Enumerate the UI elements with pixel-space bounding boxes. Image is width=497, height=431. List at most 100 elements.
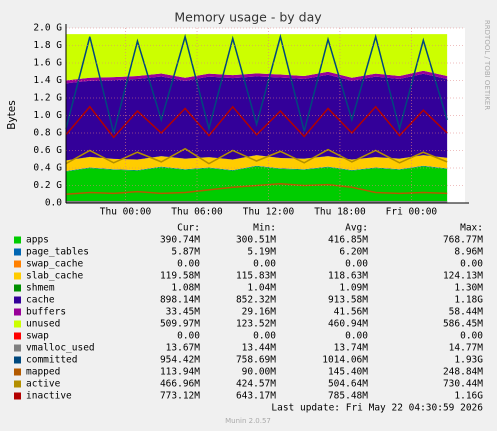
legend-label: page_tables [26,247,89,258]
legend-stat: 730.44M [443,379,483,390]
legend-stat: 509.97M [160,319,200,330]
legend-stat: 1.08M [171,283,200,294]
legend-stat: 13.74M [334,343,369,354]
legend-swatch [14,284,21,292]
legend-stat: 773.12M [160,391,200,402]
legend-stat: 13.44M [242,343,277,354]
last-update: Last update: Fri May 22 04:30:59 2026 [271,403,483,414]
legend-swatch [14,392,21,400]
legend-swatch [14,236,21,244]
legend-stat: 460.94M [328,319,368,330]
legend-stat: 13.67M [166,343,201,354]
legend-stat: 14.77M [449,343,484,354]
area [66,166,448,203]
legend-stat: 123.52M [236,319,276,330]
legend-stat: 0.00 [460,259,483,270]
legend-stat: 852.32M [236,295,276,306]
legend-stat: 913.58M [328,295,368,306]
legend-stat: 954.42M [160,355,200,366]
legend-stat: 90.00M [242,367,277,378]
legend-stat: 416.85M [328,235,368,246]
legend-label: cache [26,295,55,306]
legend-stat: 145.40M [328,367,368,378]
legend-swatch [14,356,21,364]
legend-label: slab_cache [26,271,83,282]
legend-swatch [14,332,21,340]
legend-stat: 124.13M [443,271,483,282]
x-tick-label: Thu 18:00 [314,207,366,218]
y-tick-label: 1.2 G [33,93,62,104]
line [65,147,448,165]
line [65,105,448,139]
legend-stat: 115.83M [236,271,276,282]
area [66,73,448,161]
y-tick-label: 1.4 G [33,75,62,86]
legend-label: mapped [26,367,60,378]
column-header: Min: [253,223,276,234]
legend-label: shmem [26,283,55,294]
legend-stat: 586.45M [443,319,483,330]
legend-label: apps [26,235,49,246]
legend-stat: 0.00 [177,259,200,270]
chart-title: Memory usage - by day [174,10,322,25]
legend-stat: 8.96M [454,247,483,258]
legend-label: committed [26,355,77,366]
legend-swatch [14,344,21,352]
legend-swatch [14,260,21,268]
legend-stat: 768.77M [443,235,483,246]
legend-stat: 6.20M [339,247,368,258]
legend-label: inactive [26,391,72,402]
x-tick-label: Thu 12:00 [243,207,295,218]
y-tick-label: 0.6 G [33,145,62,156]
legend-stat: 0.00 [345,259,368,270]
legend-stat: 119.58M [160,271,200,282]
y-tick-label: 0.8 G [33,128,62,139]
footer: Munin 2.0.57 [225,417,271,425]
legend-swatch [14,320,21,328]
legend-stat: 0.00 [177,331,200,342]
legend-stat: 118.63M [328,271,368,282]
legend-stat: 248.84M [443,367,483,378]
legend-stat: 785.48M [328,391,368,402]
line [65,33,448,134]
legend-stat: 466.96M [160,379,200,390]
side-label: RRDTOOL / TOBI OETIKER [483,20,491,110]
y-tick-label: 0.0 [45,198,62,209]
legend-stat: 898.14M [160,295,200,306]
legend-swatch [14,248,21,256]
legend-stat: 504.64M [328,379,368,390]
legend-swatch [14,296,21,304]
legend-stat: 5.87M [171,247,200,258]
legend-label: vmalloc_used [26,343,95,354]
y-tick-label: 0.4 G [33,163,62,174]
legend-swatch [14,272,21,280]
legend-label: buffers [26,307,66,318]
x-tick-label: Thu 06:00 [171,207,223,218]
legend-stat: 424.57M [236,379,276,390]
legend-stat: 0.00 [253,331,276,342]
legend-stat: 300.51M [236,235,276,246]
legend-stat: 758.69M [236,355,276,366]
line [65,182,448,195]
legend-stat: 1014.06M [322,355,368,366]
legend-stat: 0.00 [460,331,483,342]
legend-stat: 1.18G [454,295,483,306]
legend-stat: 1.30M [454,283,483,294]
legend-stat: 1.16G [454,391,483,402]
x-tick-label: Thu 00:00 [100,207,152,218]
column-header: Avg: [345,223,368,234]
legend-stat: 5.19M [247,247,276,258]
y-tick-label: 1.6 G [33,58,62,69]
legend-stat: 1.09M [339,283,368,294]
legend-stat: 643.17M [236,391,276,402]
legend-label: swap [26,331,49,342]
legend-label: unused [26,319,60,330]
legend-swatch [14,380,21,388]
legend-stat: 1.04M [247,283,276,294]
column-header: Cur: [177,223,200,234]
y-tick-label: 0.2 G [33,180,62,191]
legend-stat: 41.56M [334,307,369,318]
column-header: Max: [460,223,483,234]
legend-stat: 33.45M [166,307,201,318]
